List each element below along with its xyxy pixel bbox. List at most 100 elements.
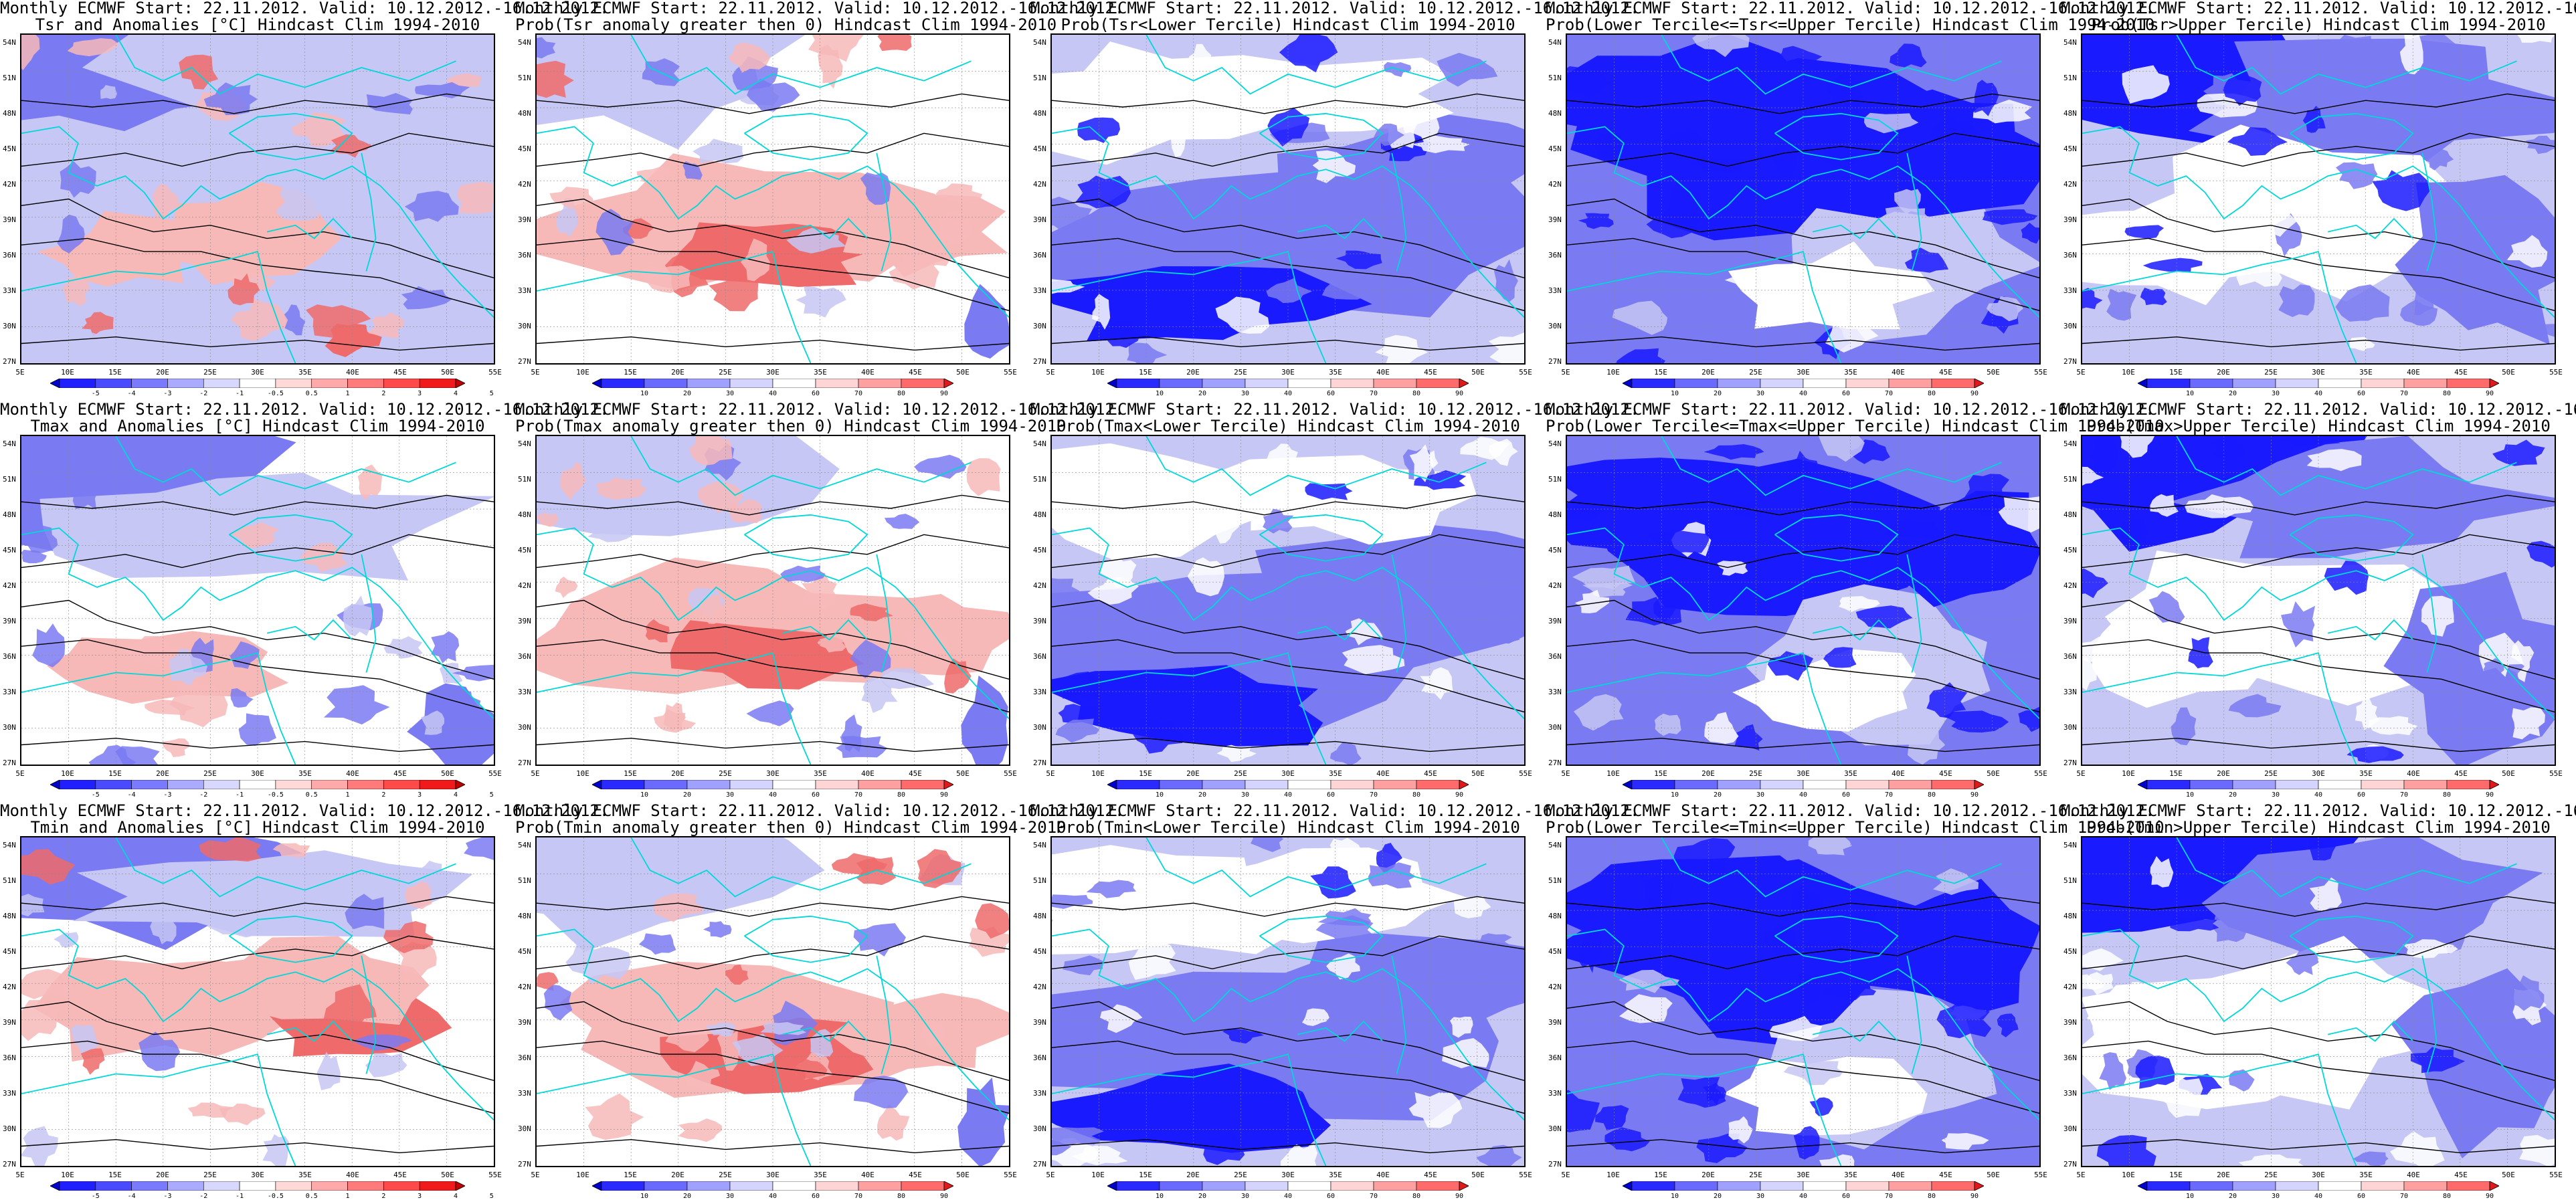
shaded-patch (1974, 80, 1999, 116)
shaded-patch (2411, 1047, 2466, 1074)
coastline (781, 1020, 868, 1042)
shaded-patch (231, 522, 280, 549)
shaded-patch (2280, 436, 2340, 446)
map-graphic (1052, 436, 1524, 765)
colorbar-label: 20 (1713, 1193, 1722, 1200)
shaded-patch (122, 635, 183, 667)
shaded-patch (227, 273, 260, 306)
colorbar-bin (858, 780, 902, 789)
shaded-patch (419, 860, 446, 890)
shaded-patch (163, 738, 190, 757)
contour-line (1052, 935, 1524, 970)
panel-title-line1: Monthly ECMWF Start: 22.11.2012. Valid: … (1546, 400, 2155, 419)
shaded-patch (665, 1014, 711, 1052)
longitude-label: 45E (2454, 769, 2468, 778)
colorbar-arrow-high (1974, 379, 1984, 388)
shaded-patch (1052, 279, 1085, 294)
shaded-patch (21, 849, 76, 885)
latitude-label: 51N (518, 74, 531, 82)
shaded-patch (145, 35, 179, 62)
colorbar-bin (1888, 780, 1932, 789)
shaded-patch (229, 641, 260, 669)
shaded-patch (1100, 1004, 1143, 1033)
contour-line (1567, 639, 2039, 713)
colorbar-label: 20 (682, 791, 692, 799)
shaded-field (1851, 878, 2039, 1014)
shaded-patch (316, 1051, 341, 1090)
longitude-label: 10E (61, 368, 74, 377)
latitude-label: 54N (518, 38, 531, 47)
shaded-patch (1222, 1028, 1264, 1044)
map-panel-tmin-5: Monthly ECMWF Start: 22.11.2012. Valid: … (2061, 803, 2576, 1204)
map-panel-tsr-2: Monthly ECMWF Start: 22.11.2012. Valid: … (515, 0, 1124, 401)
latitude-label: 27N (2063, 357, 2077, 366)
map-area (1050, 33, 1526, 365)
colorbar-bin (1373, 379, 1417, 388)
colorbar-bin (644, 780, 688, 789)
latitude-label: 36N (2063, 1054, 2077, 1062)
shaded-patch (343, 595, 373, 637)
longitude-label: 30E (766, 769, 779, 778)
latitude-label: 48N (518, 109, 531, 118)
contour-line (537, 93, 1009, 114)
shaded-patch (1567, 1090, 1600, 1132)
shaded-patch (1936, 1001, 1992, 1039)
shaded-patch (587, 520, 642, 542)
map-area (1566, 435, 2041, 766)
shaded-patch (284, 304, 306, 336)
shaded-patch (1604, 1127, 1650, 1152)
coastline (1391, 153, 1407, 272)
colorbar-bin (1116, 379, 1160, 388)
coastline (537, 527, 1009, 719)
coastline (2082, 527, 2555, 719)
latitude-label: 36N (2063, 652, 2077, 661)
map-area (2081, 836, 2556, 1167)
map-graphic (21, 436, 494, 765)
colorbar-label: -0.5 (267, 1193, 284, 1200)
shaded-patch (2423, 148, 2454, 171)
contour-line (21, 599, 494, 680)
latitude-label: 36N (518, 1054, 531, 1062)
coastline (2176, 35, 2517, 95)
colorbar-label: 1 (345, 791, 350, 799)
shaded-field (670, 620, 898, 690)
coastline (266, 217, 353, 239)
shaded-patch (780, 565, 826, 583)
colorbar-bin (1416, 1181, 1460, 1191)
panel-title-line1: Monthly ECMWF Start: 22.11.2012. Valid: … (0, 801, 610, 820)
colorbar-label: 10 (2185, 390, 2195, 397)
colorbar-bin (311, 379, 348, 388)
contour-line (2082, 737, 2555, 752)
colorbar-label: 90 (2485, 390, 2494, 397)
coastline (115, 436, 456, 496)
latitude-label: 54N (3, 841, 16, 849)
colorbar-label: 2 (381, 1193, 386, 1200)
colorbar-label: -2 (199, 791, 208, 799)
shaded-patch (595, 477, 647, 500)
shaded-patch (82, 312, 114, 337)
shaded-patch (2399, 35, 2423, 75)
longitude-label: 20E (1701, 769, 1715, 778)
coastline (2421, 554, 2437, 673)
colorbar-label: 90 (1455, 390, 1464, 397)
colorbar-bin (601, 1181, 645, 1191)
latitude-label: 54N (518, 841, 531, 849)
map-panel-tmax-1: Monthly ECMWF Start: 22.11.2012. Valid: … (0, 401, 609, 803)
longitude-label: 45E (393, 769, 407, 778)
colorbar-arrow-high (2489, 780, 2499, 789)
shaded-patch (169, 680, 228, 728)
contour-line (1052, 1040, 1524, 1114)
contour-line (537, 494, 1009, 516)
latitude-label: 30N (1548, 1124, 1562, 1133)
map-panel-tmax-2: Monthly ECMWF Start: 22.11.2012. Valid: … (515, 401, 1124, 803)
latitude-label: 54N (518, 439, 531, 448)
latitude-label: 54N (1033, 841, 1046, 849)
latitude-label: 36N (518, 251, 531, 260)
contour-line (1052, 737, 1524, 752)
shaded-patch (1643, 867, 1674, 914)
latitude-label: 54N (1033, 38, 1046, 47)
shaded-patch (1790, 885, 1824, 913)
coastline (1259, 112, 1384, 161)
latitude-label: 45N (1033, 546, 1046, 555)
shaded-patch (431, 631, 460, 664)
